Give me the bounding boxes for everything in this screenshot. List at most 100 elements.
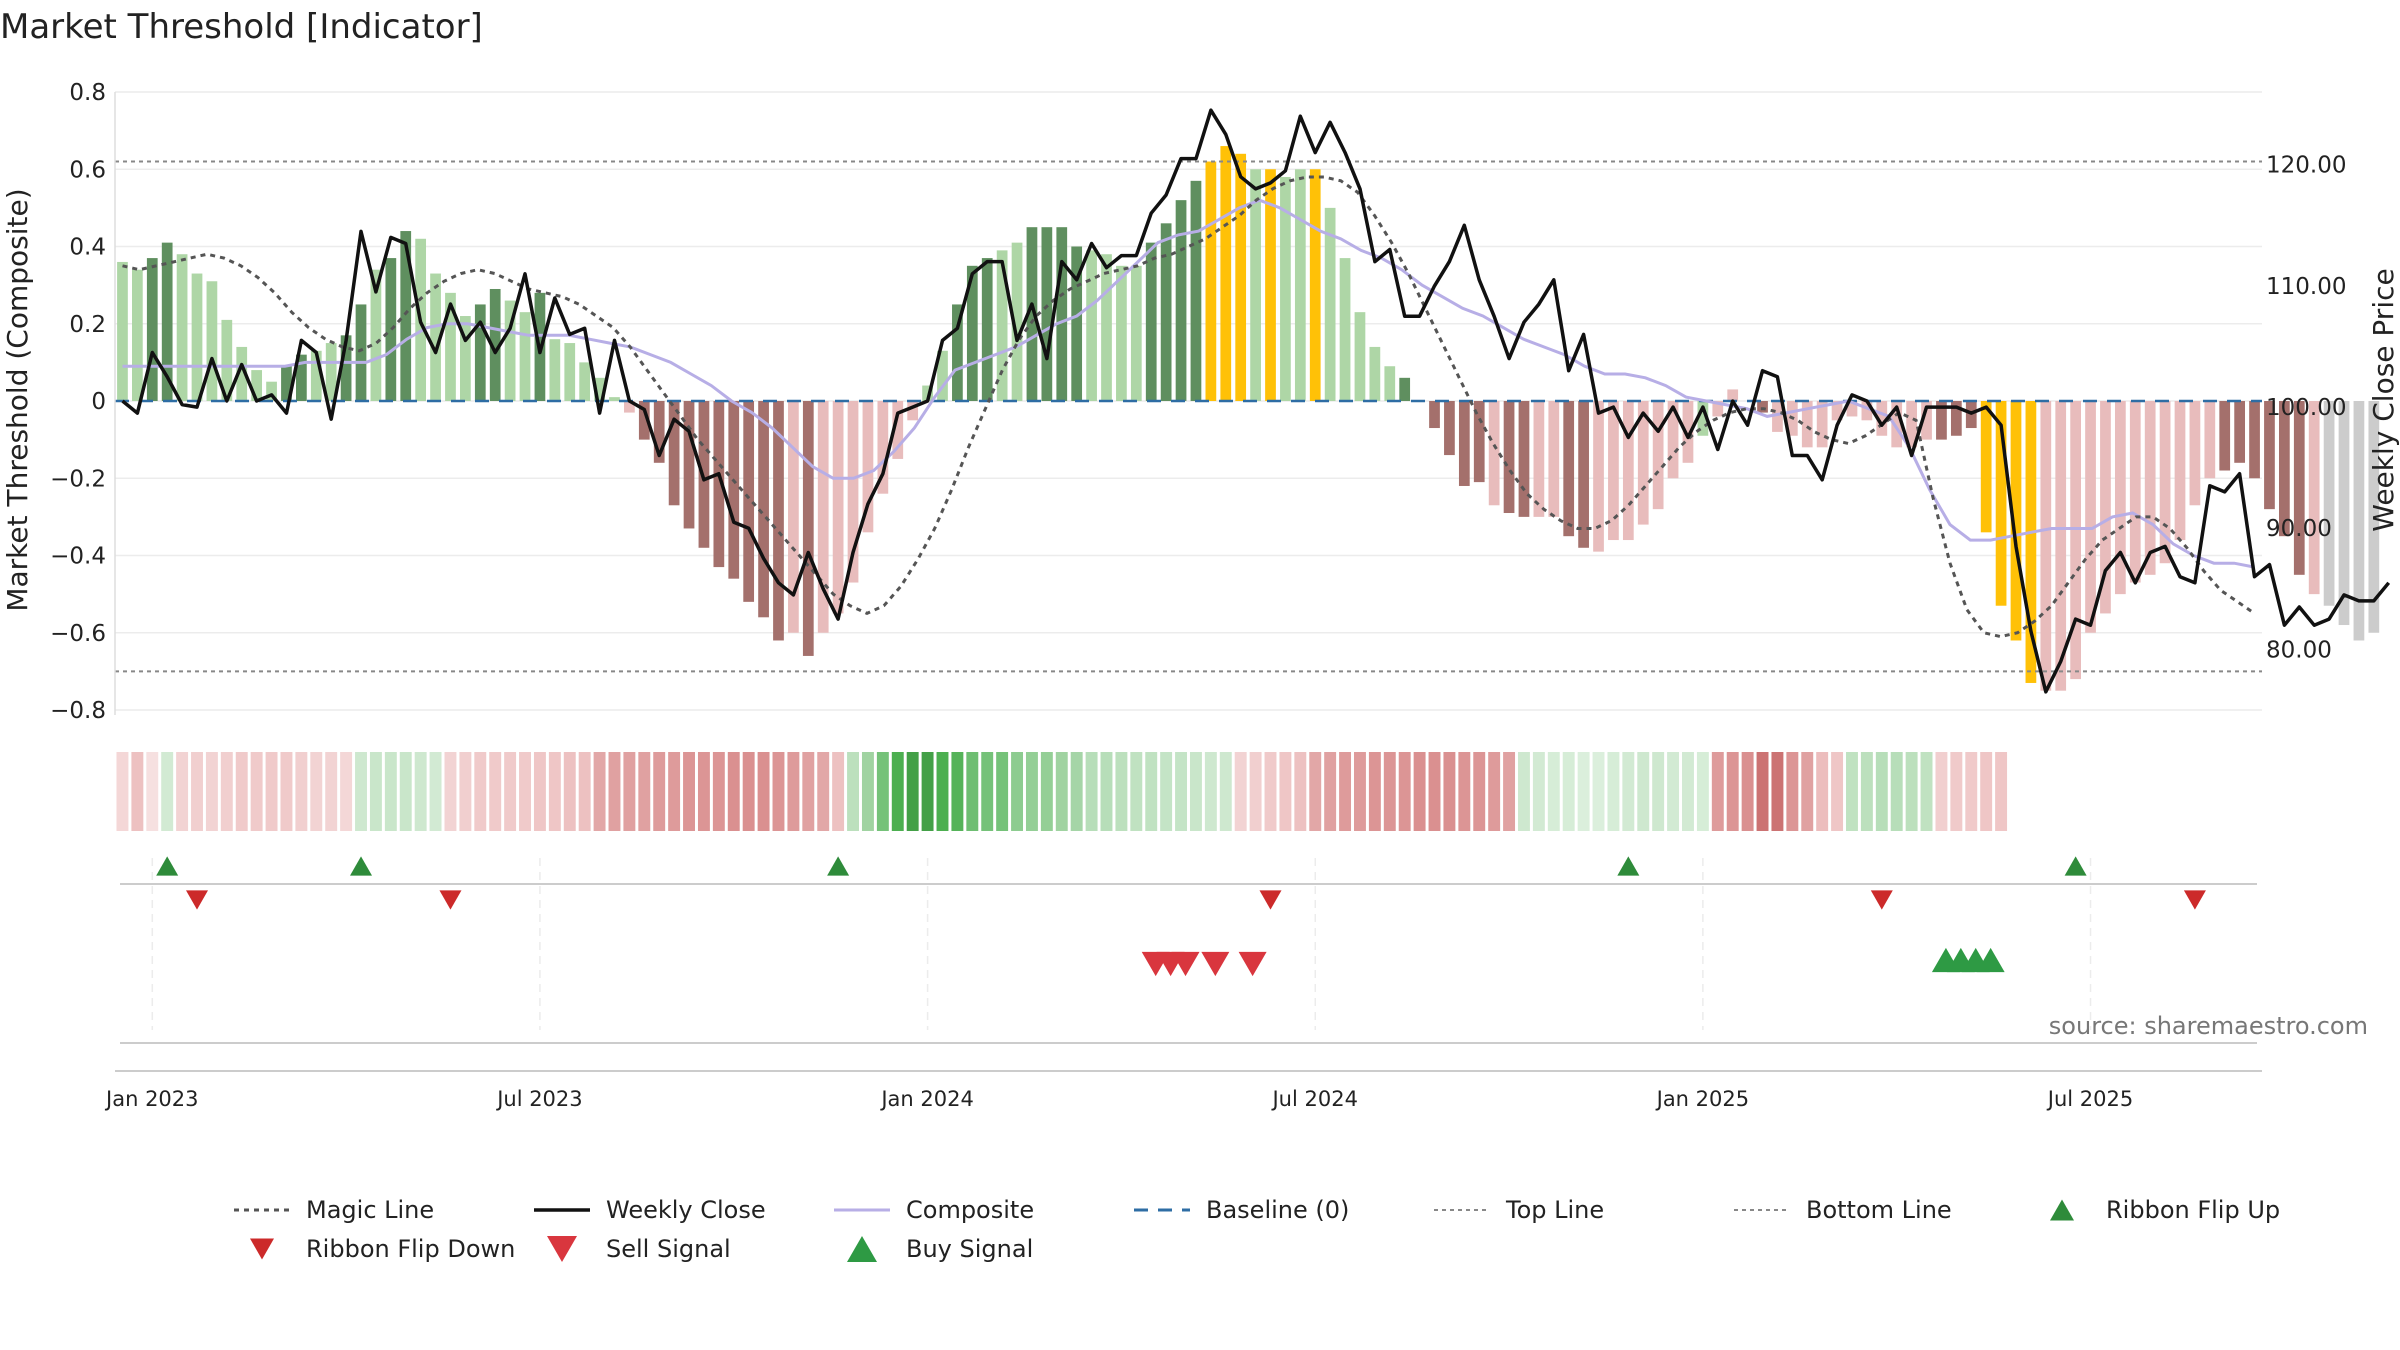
composite-bar — [713, 401, 725, 568]
ribbon-cell — [1204, 752, 1217, 831]
composite-bar — [2025, 401, 2037, 683]
composite-bar — [1667, 401, 1679, 479]
ribbon-cell — [1920, 752, 1933, 831]
ribbon-cell — [1816, 752, 1829, 831]
ribbon-cell — [474, 752, 487, 831]
composite-bar — [2040, 401, 2052, 691]
ribbon-cell — [548, 752, 561, 831]
composite-bar — [370, 269, 382, 401]
legend: Magic Line Weekly Close Composite Baseline … — [234, 1196, 2280, 1263]
composite-bar — [981, 258, 993, 401]
composite-bar — [1011, 242, 1023, 401]
ribbon-cell — [951, 752, 964, 831]
legend-label: Composite — [906, 1196, 1034, 1224]
composite-bar — [1250, 169, 1261, 401]
composite-bar — [1727, 389, 1739, 401]
composite-bar — [1071, 246, 1083, 401]
composite-bar — [579, 362, 591, 401]
ribbon-cell — [921, 752, 934, 831]
composite-bar — [1682, 401, 1694, 463]
composite-bar — [1056, 227, 1068, 401]
ribbon-cell — [1726, 752, 1739, 831]
composite-bar — [1936, 401, 1947, 440]
composite-line — [122, 198, 2255, 569]
ribbon-cell — [832, 752, 845, 831]
ribbon-cell — [519, 752, 531, 831]
legend-item-top: Top Line — [1434, 1196, 1604, 1224]
ribbon-cell — [802, 752, 815, 831]
composite-bar — [549, 339, 561, 401]
composite-bar — [2055, 401, 2067, 691]
sell-signal-marker — [1201, 951, 1230, 977]
y-tick-label-right: 100.00 — [2266, 395, 2346, 421]
ribbon-cell — [1965, 752, 1978, 831]
legend-label: Ribbon Flip Up — [2106, 1196, 2280, 1224]
ribbon-cell — [205, 752, 218, 831]
ribbon-cell — [1532, 752, 1545, 831]
composite-bar — [638, 401, 650, 440]
ribbon-cell — [817, 752, 830, 831]
ribbon-cell — [727, 752, 740, 831]
y-tick-label-left: −0.4 — [50, 544, 106, 570]
ribbon-cell — [1011, 752, 1024, 831]
ribbon-cell — [757, 752, 770, 831]
ribbon-cell — [1518, 752, 1530, 831]
composite-bar — [1816, 401, 1828, 448]
ribbon-cell — [1562, 752, 1575, 831]
composite-bar — [2070, 401, 2081, 680]
ribbon-cell — [1428, 752, 1441, 831]
composite-bar — [624, 401, 635, 413]
legend-item-flipup: Ribbon Flip Up — [2050, 1196, 2280, 1224]
composite-bar — [1473, 401, 1485, 483]
composite-bar — [1429, 401, 1440, 429]
ribbon-cell — [1294, 752, 1307, 831]
composite-bar — [922, 385, 933, 401]
ribbon-cell — [1264, 752, 1277, 831]
composite-bar — [519, 312, 531, 401]
composite-bar — [1130, 265, 1142, 401]
composite-bar — [653, 401, 665, 463]
ribbon-cell — [1577, 752, 1590, 831]
ribbon-flip-down-marker — [2183, 890, 2206, 910]
x-tick-label: Jan 2023 — [104, 1087, 199, 1111]
composite-bar — [952, 304, 963, 401]
ribbon — [116, 752, 2008, 831]
legend-swatch — [847, 1235, 877, 1263]
composite-bar — [1831, 401, 1843, 421]
composite-bar — [2144, 401, 2156, 575]
ribbon-cell — [1055, 752, 1068, 831]
legend-item-close: Weekly Close — [534, 1196, 766, 1224]
weekly-close-line — [121, 108, 2391, 694]
ribbon-cell — [787, 752, 800, 831]
composite-bar — [1294, 169, 1306, 401]
composite-bar — [683, 401, 695, 529]
composite-bar — [1444, 401, 1455, 456]
composite-bar — [802, 401, 814, 656]
legend-item-composite: Composite — [834, 1196, 1034, 1224]
composite-bar — [2159, 401, 2171, 564]
composite-bar — [907, 401, 919, 421]
composite-bar — [1950, 401, 1962, 436]
ribbon-cell — [146, 752, 159, 831]
ribbon-cell — [444, 752, 457, 831]
ribbon-cell — [1846, 752, 1858, 831]
ribbon-cell — [1025, 752, 1038, 831]
composite-bar — [400, 231, 412, 401]
ribbon-cell — [668, 752, 681, 831]
ribbon-cell — [265, 752, 278, 831]
ribbon-cell — [1786, 752, 1799, 831]
ribbon-cell — [1547, 752, 1560, 831]
composite-bar — [251, 370, 263, 401]
y-tick-label-left: 0.4 — [69, 235, 106, 261]
ribbon-cell — [1950, 752, 1963, 831]
composite-bar — [609, 397, 620, 401]
composite-bar — [1503, 401, 1515, 514]
composite-bar — [460, 316, 471, 401]
ribbon-cell — [1756, 752, 1769, 831]
ribbon-cell — [295, 752, 308, 831]
signal-markers — [156, 856, 2206, 977]
composite-bar — [221, 319, 233, 401]
ribbon-cell — [355, 752, 367, 831]
x-tick-label: Jul 2024 — [1270, 1087, 1357, 1111]
ribbon-cell — [1145, 752, 1158, 831]
